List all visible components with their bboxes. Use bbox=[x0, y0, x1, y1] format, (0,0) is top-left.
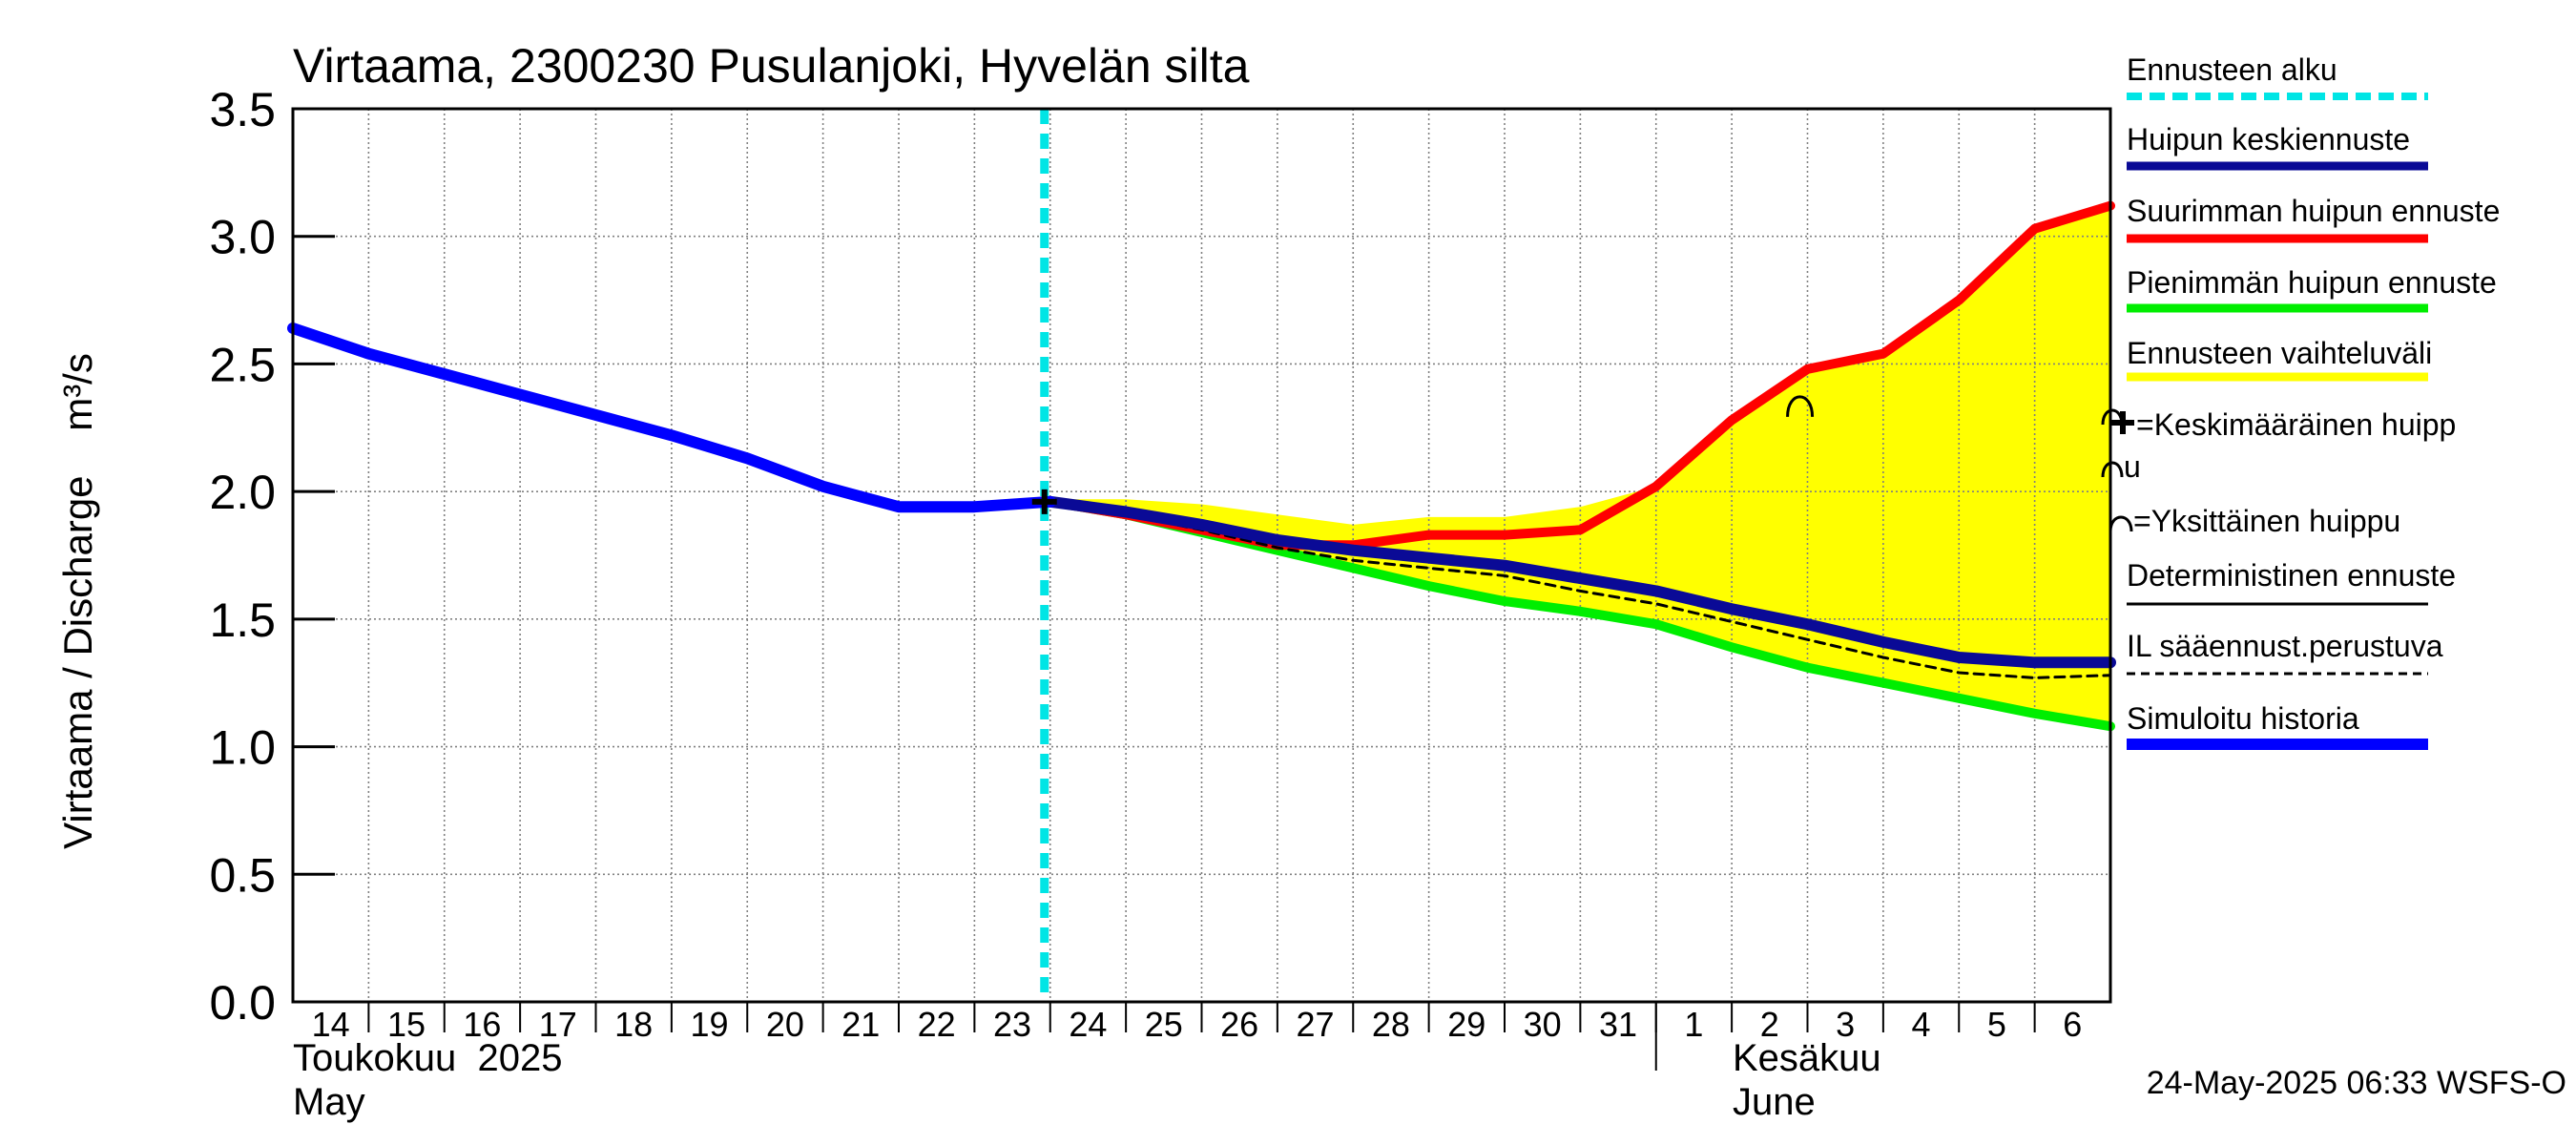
legend-label: Simuloitu historia bbox=[2127, 701, 2359, 736]
legend-label: Suurimman huipun ennuste bbox=[2127, 194, 2500, 228]
y-tick-label: 2.5 bbox=[209, 338, 276, 391]
mean-peak-marker bbox=[1031, 489, 1057, 514]
month-label-june-en: June bbox=[1733, 1081, 1816, 1123]
legend-single-peak-symbol bbox=[2109, 515, 2133, 532]
x-tick-label: 15 bbox=[387, 1005, 426, 1044]
x-tick-label: 28 bbox=[1372, 1005, 1410, 1044]
legend-item-ennusteen-alku: Ennusteen alku bbox=[2127, 52, 2428, 100]
legend-label: =Yksittäinen huippu bbox=[2133, 504, 2400, 538]
x-tick-label: 4 bbox=[1912, 1005, 1931, 1044]
x-tick-label: 17 bbox=[539, 1005, 577, 1044]
legend-item-suurimman-huipun-ennuste: Suurimman huipun ennuste bbox=[2127, 194, 2500, 243]
y-tick-label: 3.0 bbox=[209, 211, 276, 264]
forecast-range-layer bbox=[1049, 205, 2110, 727]
peak-marker-layer bbox=[1031, 395, 1815, 514]
forecast-range-band bbox=[1049, 205, 2110, 727]
y-tick-label: 0.5 bbox=[209, 848, 276, 902]
series-layer bbox=[287, 200, 2116, 732]
legend-label: Ennusteen vaihteluväli bbox=[2127, 336, 2432, 370]
x-tick-label: 31 bbox=[1599, 1005, 1637, 1044]
y-tick-label: 1.5 bbox=[209, 593, 276, 647]
y-tick-label: 2.0 bbox=[209, 466, 276, 519]
x-tick-label: 5 bbox=[1987, 1005, 2006, 1044]
x-tick-label: 1 bbox=[1684, 1005, 1703, 1044]
x-tick-label: 22 bbox=[918, 1005, 956, 1044]
legend-mean-peak-symbol bbox=[2111, 411, 2134, 434]
legend-item-simuloitu-historia: Simuloitu historia bbox=[2127, 701, 2428, 750]
legend-label: =Keskimääräinen huipp bbox=[2136, 407, 2456, 442]
x-tick-label: 21 bbox=[841, 1005, 880, 1044]
month-label-may-fi: Toukokuu 2025 bbox=[293, 1037, 562, 1079]
axes-layer: 0.00.51.01.52.02.53.03.514 15 16 17 18 19 20 21… bbox=[209, 83, 2112, 1071]
series-line-huipun-keskiennuste bbox=[1044, 495, 2116, 669]
legend-item-il-sääennust-perustuva: IL sääennust.perustuva bbox=[2127, 629, 2443, 676]
legend-label: Pienimmän huipun ennuste bbox=[2127, 265, 2497, 300]
x-tick-label: 29 bbox=[1447, 1005, 1485, 1044]
legend-item-pienimmän-huipun-ennuste: Pienimmän huipun ennuste bbox=[2127, 265, 2497, 313]
legend-item-huipun-keskiennuste: Huipun keskiennuste bbox=[2127, 122, 2428, 171]
timestamp: 24-May-2025 06:33 WSFS-O bbox=[2147, 1065, 2566, 1101]
month-label-may-en: May bbox=[293, 1081, 365, 1123]
x-tick-label: 19 bbox=[691, 1005, 729, 1044]
y-tick-label: 1.0 bbox=[209, 721, 276, 775]
x-tick-label: 20 bbox=[766, 1005, 804, 1044]
chart-title: Virtaama, 2300230 Pusulanjoki, Hyvelän s… bbox=[293, 39, 1250, 93]
grid-layer bbox=[293, 108, 2110, 1002]
y-axis-label: Virtaama / Discharge m³/s bbox=[55, 353, 100, 849]
x-tick-label: 18 bbox=[614, 1005, 653, 1044]
x-tick-label: 2 bbox=[1760, 1005, 1779, 1044]
legend: Ennusteen alku Huipun keskiennuste Suurimm… bbox=[2101, 52, 2500, 750]
legend-item-ennusteen-vaihteluväli: Ennusteen vaihteluväli bbox=[2127, 336, 2432, 382]
y-tick-label: 3.5 bbox=[209, 83, 276, 136]
single-peak-marker bbox=[1786, 395, 1815, 417]
x-tick-label: 30 bbox=[1524, 1005, 1562, 1044]
legend-label: Huipun keskiennuste bbox=[2127, 122, 2410, 156]
x-tick-label: 25 bbox=[1145, 1005, 1183, 1044]
legend-label: IL sääennust.perustuva bbox=[2127, 629, 2443, 663]
x-tick-label: 16 bbox=[463, 1005, 501, 1044]
series-line-simuloitu-historia bbox=[287, 323, 1056, 513]
month-label-june-fi: Kesäkuu bbox=[1733, 1037, 1881, 1079]
legend-single-peak-symbol bbox=[2101, 461, 2124, 478]
x-tick-label: 14 bbox=[312, 1005, 350, 1044]
legend-item-deterministinen-ennuste: Deterministinen ennuste bbox=[2127, 558, 2456, 606]
y-tick-label: 0.0 bbox=[209, 976, 276, 1030]
series-line-il-s-ennust-perustuva bbox=[1049, 500, 2112, 679]
x-tick-label: 23 bbox=[993, 1005, 1031, 1044]
legend-label: Deterministinen ennuste bbox=[2127, 558, 2456, 593]
legend-label-continued: u bbox=[2124, 449, 2141, 484]
x-tick-label: 6 bbox=[2063, 1005, 2082, 1044]
x-tick-label: 27 bbox=[1297, 1005, 1335, 1044]
legend-label: Ennusteen alku bbox=[2127, 52, 2337, 87]
x-tick-label: 3 bbox=[1836, 1005, 1855, 1044]
x-tick-label: 26 bbox=[1220, 1005, 1258, 1044]
x-tick-label: 24 bbox=[1069, 1005, 1107, 1044]
legend-item-keskimääräinen-huipp: =Keskimääräinen huipp u bbox=[2101, 407, 2456, 484]
legend-item-yksittäinen-huippu: =Yksittäinen huippu bbox=[2109, 504, 2400, 538]
